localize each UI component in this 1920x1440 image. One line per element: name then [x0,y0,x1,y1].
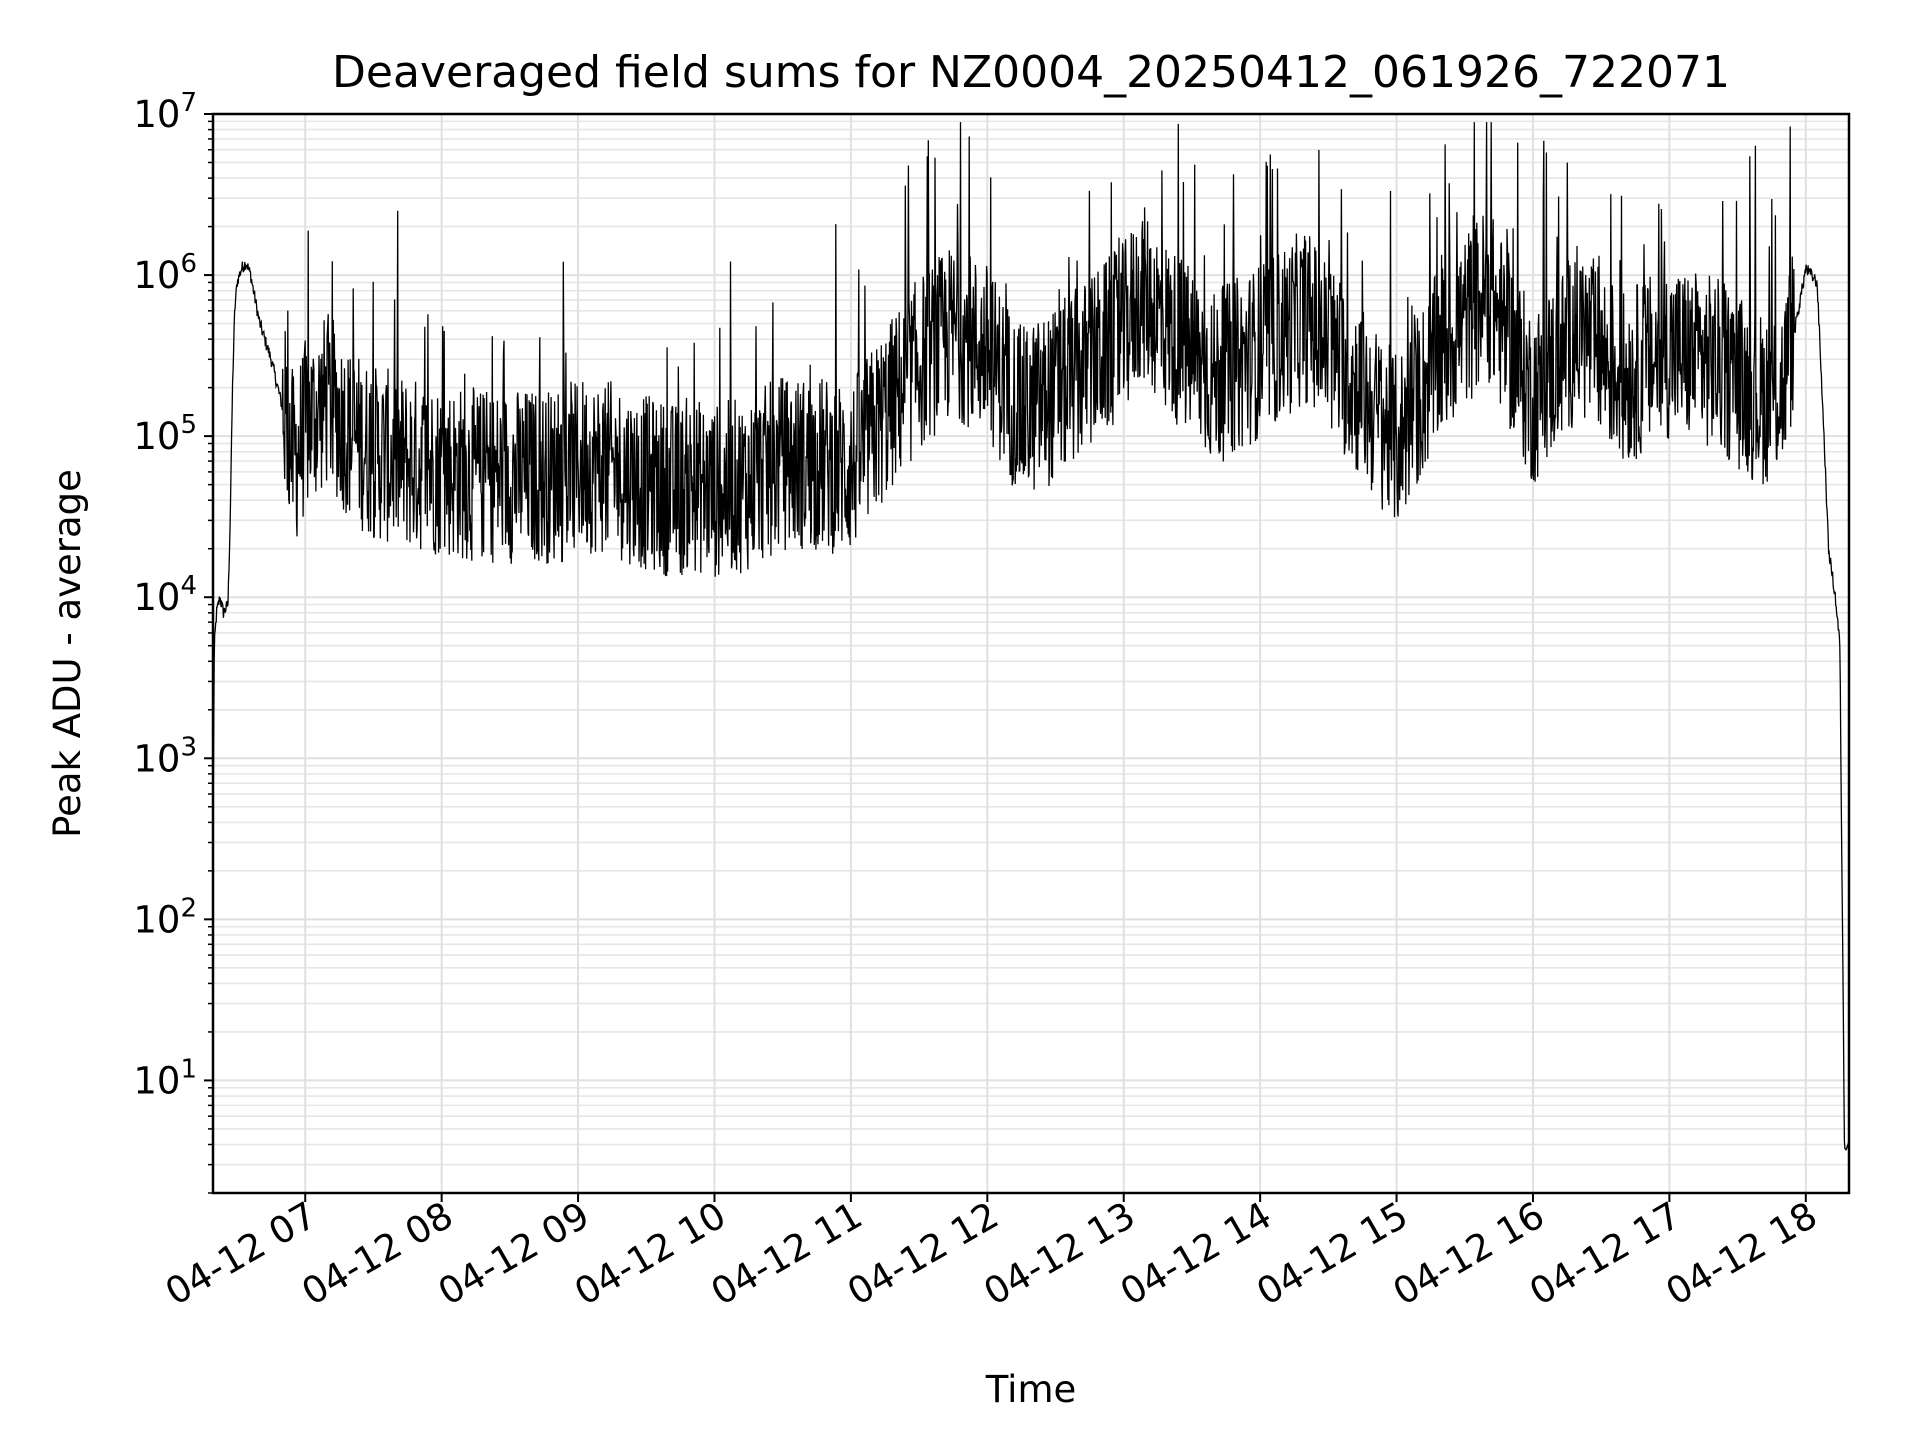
y-axis: 101 102 103 104 105 106 107 [133,88,213,1194]
plot-frame [211,112,1851,1195]
y-tick-label: 106 [133,249,197,297]
y-axis-label: Peak ADU - average [46,469,89,838]
chart-title: Deaveraged field sums for NZ0004_2025041… [332,47,1730,98]
y-tick-label: 102 [133,893,197,941]
y-tick-label: 101 [133,1054,197,1102]
y-tick-label: 103 [133,732,197,780]
series-line [212,122,1850,1151]
grid [213,113,1849,1194]
x-axis-label: Time [985,1368,1077,1411]
y-tick-label: 105 [133,410,197,458]
y-tick-label: 107 [133,88,197,136]
series-layer [212,122,1850,1151]
y-tick-label: 104 [133,571,197,619]
